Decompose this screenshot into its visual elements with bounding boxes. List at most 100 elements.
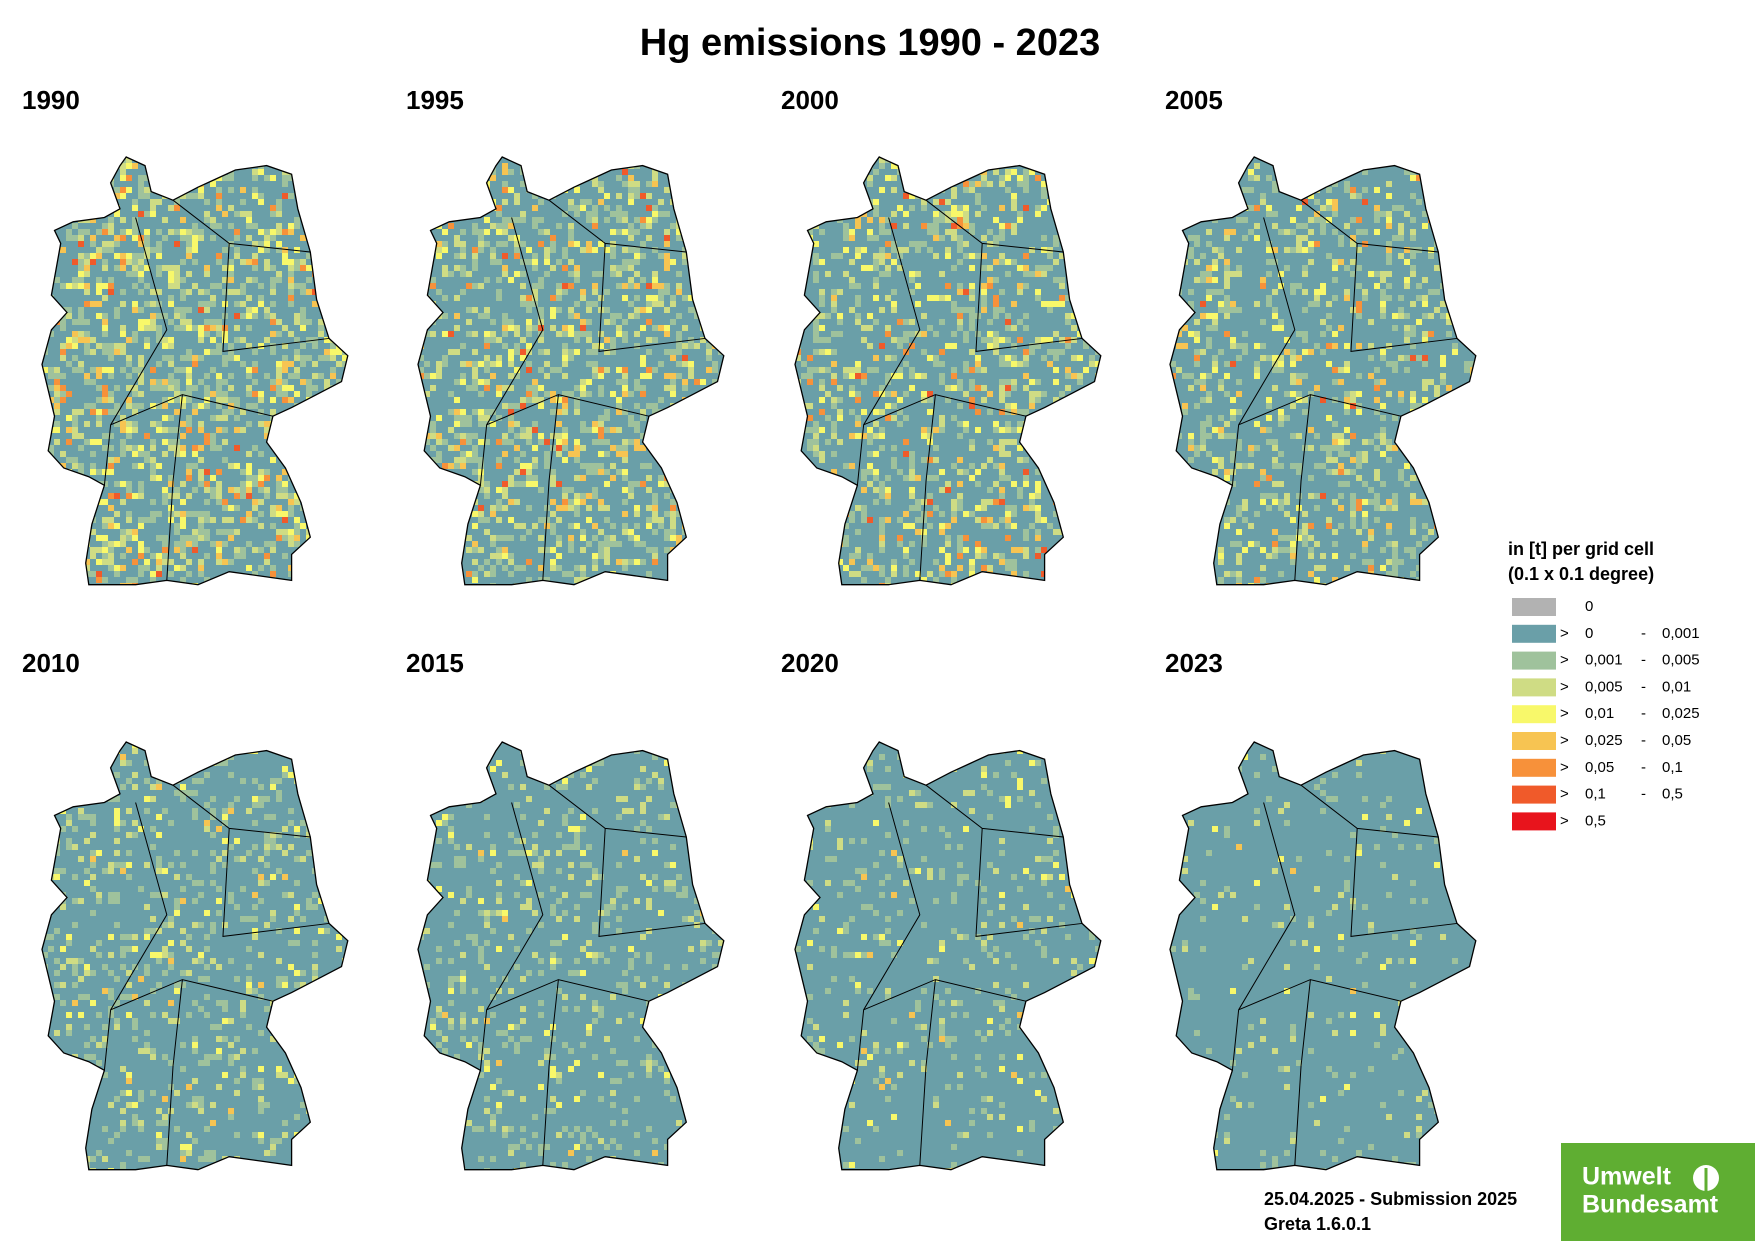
cell: [1308, 193, 1314, 199]
cell: [222, 409, 228, 415]
cell: [330, 355, 336, 361]
cell: [204, 349, 210, 355]
cell: [306, 403, 312, 409]
cell: [951, 415, 957, 421]
cell: [240, 553, 246, 559]
cell: [556, 187, 562, 193]
cell: [1095, 379, 1101, 385]
cell: [628, 199, 634, 205]
cell: [1077, 583, 1083, 585]
cell: [144, 559, 150, 565]
cell: [694, 499, 700, 505]
cell: [300, 211, 306, 217]
cell: [526, 361, 532, 367]
cell: [1194, 331, 1200, 337]
cell: [484, 169, 490, 175]
cell: [156, 535, 162, 541]
cell: [1065, 199, 1071, 205]
cell: [336, 349, 342, 355]
cell: [676, 235, 682, 241]
cell: [610, 349, 616, 355]
cell: [102, 331, 108, 337]
cell: [706, 211, 712, 217]
cell: [712, 325, 718, 331]
cell: [108, 217, 114, 223]
cell: [568, 487, 574, 493]
cell: [628, 229, 634, 235]
cell: [1188, 547, 1194, 553]
cell: [1374, 499, 1380, 505]
cell: [108, 157, 114, 163]
cell: [969, 475, 975, 481]
cell: [342, 457, 348, 463]
cell: [915, 499, 921, 505]
cell: [1278, 535, 1284, 541]
cell: [969, 367, 975, 373]
cell: [1380, 415, 1386, 421]
cell: [1194, 241, 1200, 247]
cell: [927, 571, 933, 577]
cell: [987, 409, 993, 415]
cell: [132, 259, 138, 265]
cell: [442, 553, 448, 559]
cell: [1278, 547, 1284, 553]
cell: [963, 241, 969, 247]
cell: [981, 463, 987, 469]
cell: [1047, 469, 1053, 475]
cell: [718, 325, 724, 331]
cell: [562, 409, 568, 415]
cell: [592, 565, 598, 571]
cell: [168, 385, 174, 391]
cell: [90, 451, 96, 457]
cell: [186, 271, 192, 277]
cell: [222, 211, 228, 217]
cell: [442, 361, 448, 367]
cell: [837, 289, 843, 295]
cell: [903, 511, 909, 517]
cell: [174, 547, 180, 553]
cell: [1278, 163, 1284, 169]
cell: [1302, 235, 1308, 241]
cell: [831, 253, 837, 259]
cell: [126, 493, 132, 499]
cell: [1224, 361, 1230, 367]
cell: [66, 193, 72, 199]
cell: [568, 307, 574, 313]
cell: [700, 265, 706, 271]
cell: [162, 217, 168, 223]
cell: [222, 415, 228, 421]
cell: [1392, 367, 1398, 373]
cell: [969, 445, 975, 451]
cell: [72, 259, 78, 265]
cell: [1350, 433, 1356, 439]
cell: [915, 271, 921, 277]
cell: [867, 229, 873, 235]
cell: [598, 331, 604, 337]
cell: [688, 343, 694, 349]
cell: [969, 313, 975, 319]
cell: [478, 283, 484, 289]
cell: [120, 217, 126, 223]
cell: [999, 235, 1005, 241]
cell: [1314, 433, 1320, 439]
cell: [1218, 493, 1224, 499]
cell: [1278, 229, 1284, 235]
cell: [1023, 325, 1029, 331]
cell: [288, 283, 294, 289]
cell: [318, 247, 324, 253]
cell: [156, 361, 162, 367]
cell: [999, 385, 1005, 391]
cell: [508, 421, 514, 427]
cell: [1362, 541, 1368, 547]
cell: [1230, 301, 1236, 307]
cell: [622, 499, 628, 505]
cell: [234, 247, 240, 253]
cell: [1326, 163, 1332, 169]
cell: [484, 307, 490, 313]
cell: [855, 529, 861, 535]
cell: [831, 373, 837, 379]
cell: [610, 391, 616, 397]
cell: [628, 265, 634, 271]
cell: [288, 385, 294, 391]
cell: [84, 529, 90, 535]
